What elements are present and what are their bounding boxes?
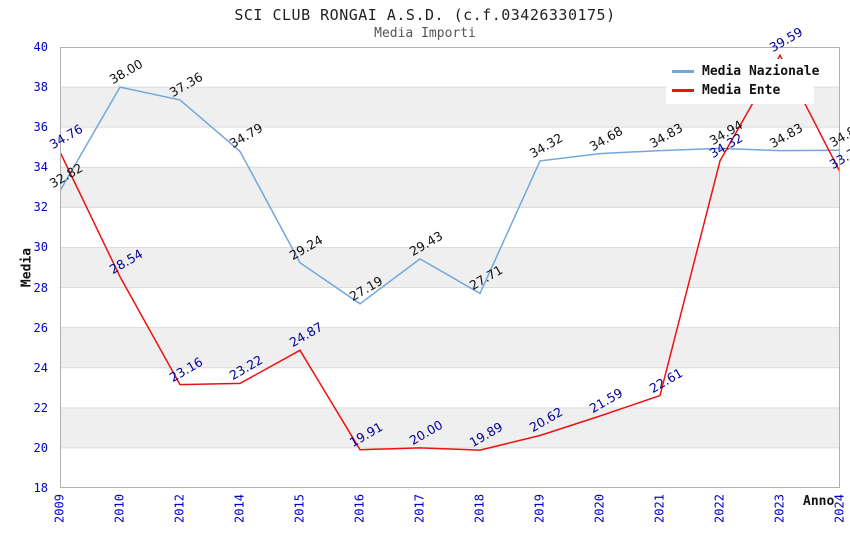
- x-tick-label: 2019: [532, 494, 547, 523]
- y-axis-title: Media: [19, 247, 35, 288]
- legend-item: Media Ente: [666, 81, 814, 100]
- x-tick-label: 2023: [772, 494, 787, 523]
- series-line: [60, 53, 840, 451]
- shaded-band: [60, 247, 840, 288]
- legend-label: Media Ente: [702, 83, 781, 98]
- legend-item: Media Nazionale: [666, 62, 819, 81]
- x-tick-label: 2018: [472, 494, 487, 523]
- legend-label: Media Nazionale: [702, 64, 820, 79]
- y-tick-label: 20: [33, 440, 48, 455]
- x-tick-label: 2017: [412, 494, 427, 523]
- legend: Media Nazionale Media Ente: [666, 59, 819, 104]
- x-tick-label: 2012: [172, 494, 187, 523]
- y-tick-label: 34: [33, 160, 48, 175]
- y-tick-label: 26: [33, 320, 48, 335]
- x-tick-label: 2020: [592, 494, 607, 523]
- chart-title: SCI CLUB RONGAI A.S.D. (c.f.03426330175): [234, 6, 616, 24]
- y-tick-label: 40: [33, 40, 48, 54]
- x-tick-label: 2024: [832, 494, 847, 523]
- x-tick-label: 2021: [652, 494, 667, 523]
- y-tick-label: 38: [33, 80, 48, 95]
- chart-subtitle: Media Importi: [374, 26, 476, 41]
- x-tick-label: 2022: [712, 494, 727, 523]
- x-tick-label: 2010: [112, 494, 127, 523]
- y-tick-label: 36: [33, 120, 48, 135]
- legend-swatch-icon: [672, 89, 694, 92]
- y-tick-label: 24: [33, 360, 48, 375]
- series-lines-svg: [60, 47, 840, 488]
- y-tick-label: 32: [33, 200, 48, 215]
- x-tick-label: 2014: [232, 494, 247, 523]
- shaded-band: [60, 407, 840, 448]
- y-tick-label: 22: [33, 400, 48, 415]
- y-tick-label: 28: [33, 280, 48, 295]
- x-tick-label: 2016: [352, 494, 367, 523]
- shaded-band: [60, 167, 840, 208]
- plot-area: [60, 47, 840, 488]
- y-tick-label: 30: [33, 240, 48, 255]
- x-tick-label: 2009: [52, 494, 67, 523]
- shaded-band: [60, 327, 840, 368]
- plot-border: [60, 47, 840, 488]
- x-axis-title: Anno: [803, 494, 835, 509]
- y-tick-label: 18: [33, 481, 48, 495]
- legend-swatch-icon: [672, 70, 694, 73]
- series-line: [60, 86, 840, 305]
- x-tick-label: 2015: [292, 494, 307, 523]
